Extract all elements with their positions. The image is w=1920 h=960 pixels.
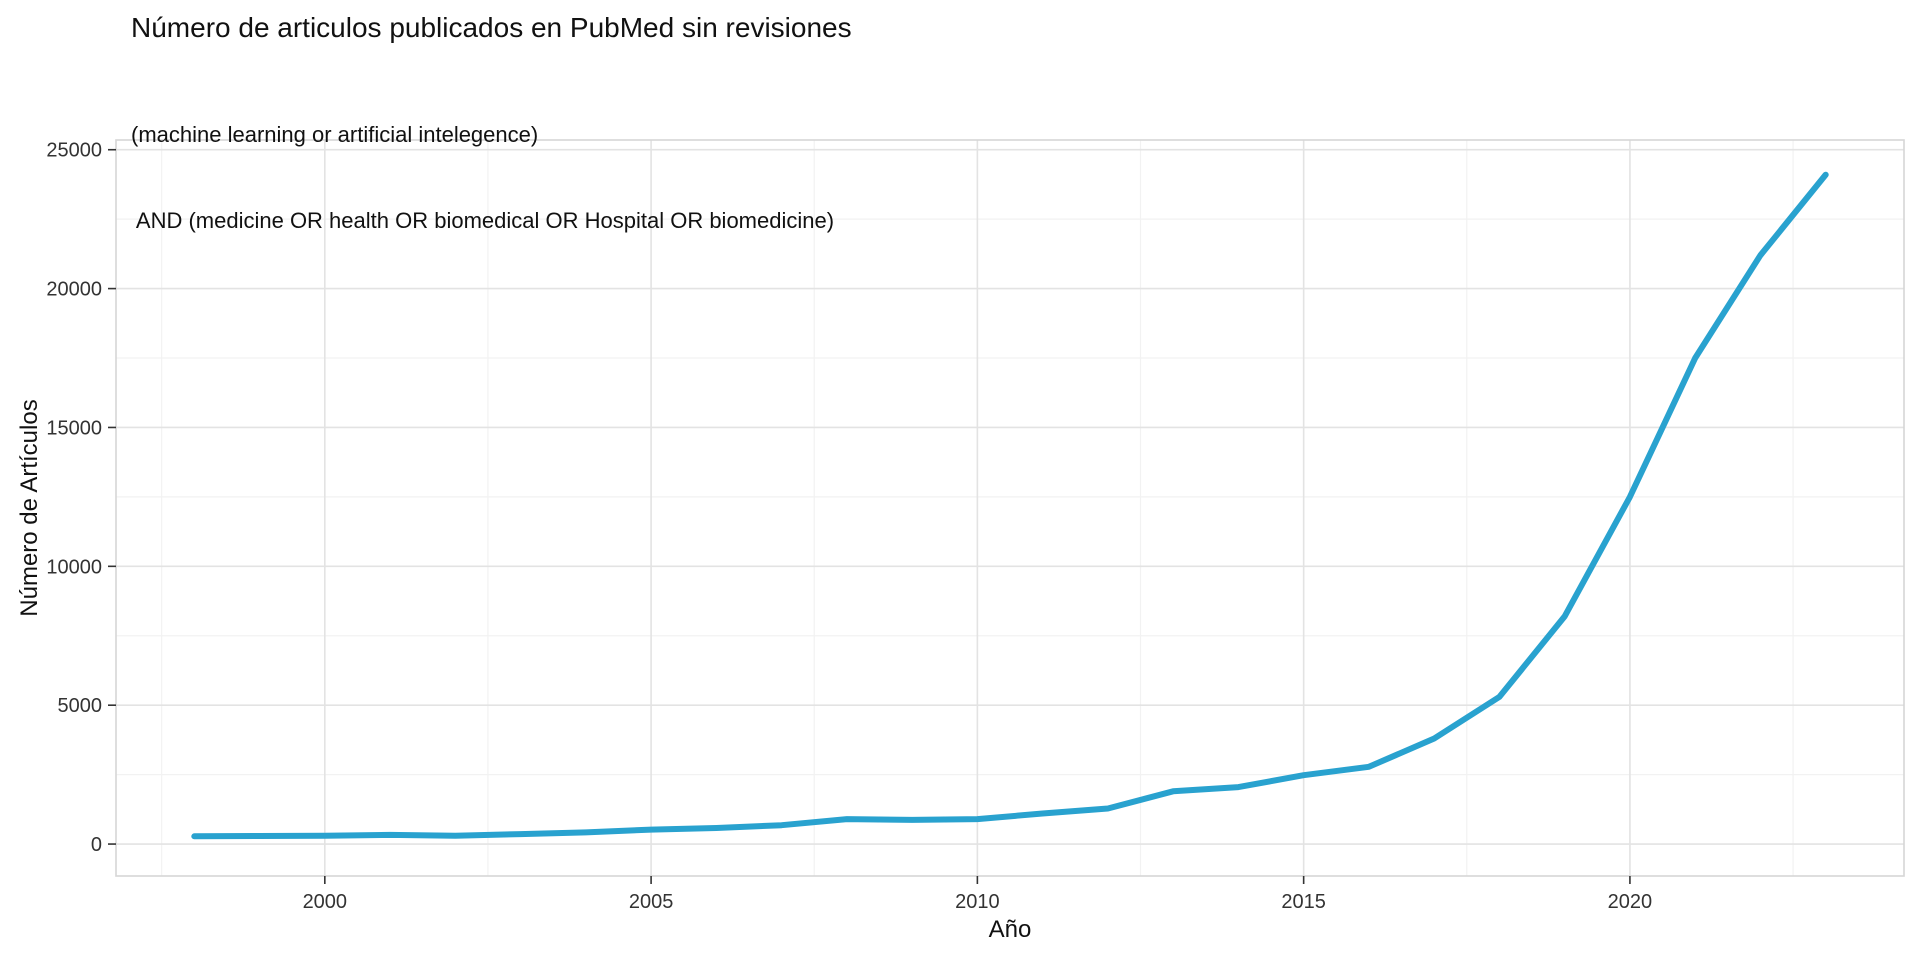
y-axis-tick-label: 10000 xyxy=(46,556,102,578)
x-axis-tick-label: 2000 xyxy=(303,891,348,913)
chart-subtitle: (machine learning or artificial intelege… xyxy=(131,64,834,293)
x-axis-tick-label: 2015 xyxy=(1281,891,1326,913)
plot-panel-background xyxy=(116,140,1904,876)
x-axis-title: Año xyxy=(988,916,1032,943)
chart-title: Número de articulos publicados en PubMed… xyxy=(131,12,852,43)
x-axis-tick-label: 2010 xyxy=(955,891,1000,913)
y-axis-tick-label: 0 xyxy=(91,834,102,856)
y-axis-tick-label: 20000 xyxy=(46,279,102,301)
plot-panel-border xyxy=(115,139,1905,877)
x-axis-tick-label: 2020 xyxy=(1608,891,1653,913)
y-axis-tick-label: 25000 xyxy=(46,140,102,162)
chart-subtitle-line1: (machine learning or artificial intelege… xyxy=(131,122,539,148)
data-series-line xyxy=(191,171,1829,840)
chart-subtitle-line2: AND (medicine OR health OR biomedical OR… xyxy=(131,207,835,233)
y-axis-tick-label: 5000 xyxy=(58,695,103,717)
y-axis-tick-label: 15000 xyxy=(46,417,102,439)
y-axis-title: Número de Artículos xyxy=(16,399,43,617)
x-axis-tick-label: 2005 xyxy=(629,891,674,913)
